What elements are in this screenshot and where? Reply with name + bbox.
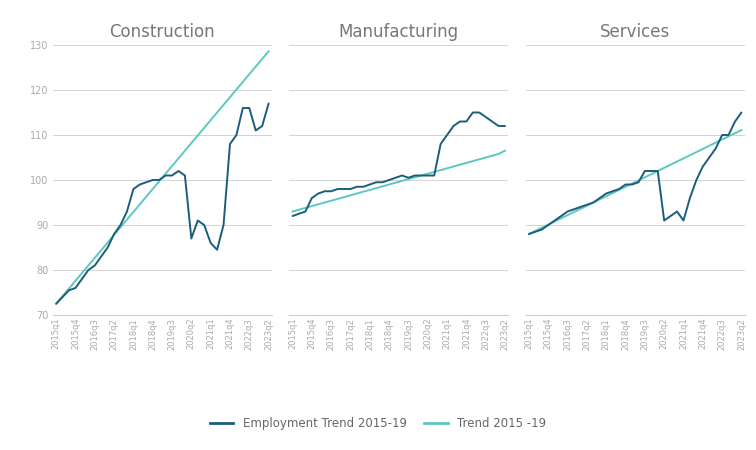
Title: Construction: Construction — [110, 22, 215, 40]
Title: Services: Services — [600, 22, 671, 40]
Title: Manufacturing: Manufacturing — [339, 22, 459, 40]
Legend: Employment Trend 2015-19, Trend 2015 -19: Employment Trend 2015-19, Trend 2015 -19 — [205, 413, 551, 435]
